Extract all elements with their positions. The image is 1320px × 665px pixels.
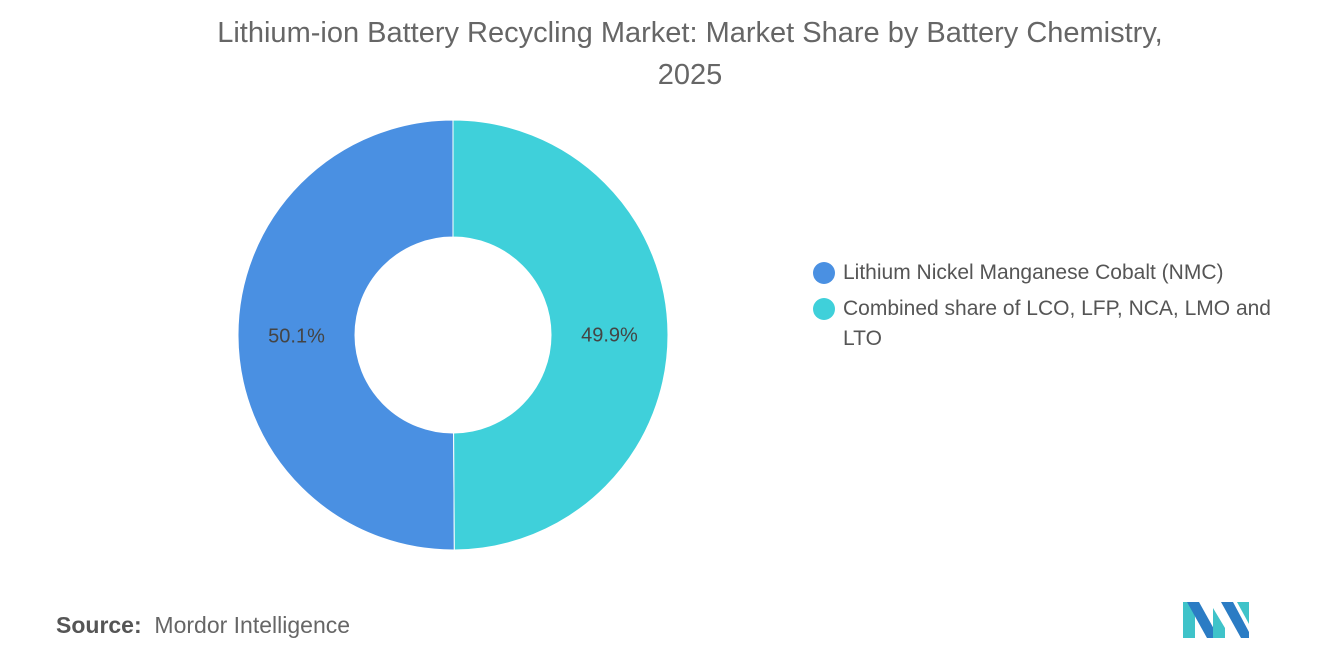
legend: Lithium Nickel Manganese Cobalt (NMC) Co…: [813, 258, 1313, 360]
data-label-slice-combined: 49.9%: [581, 325, 638, 347]
donut-chart: 50.1% 49.9%: [237, 119, 669, 551]
source-label: Source:: [56, 612, 142, 638]
slice-nmc[interactable]: [237, 119, 455, 551]
legend-item-combined[interactable]: Combined share of LCO, LFP, NCA, LMO and…: [813, 294, 1313, 354]
legend-label-nmc: Lithium Nickel Manganese Cobalt (NMC): [843, 261, 1224, 284]
legend-swatch-nmc: [813, 262, 835, 284]
legend-item-nmc[interactable]: Lithium Nickel Manganese Cobalt (NMC): [813, 258, 1313, 288]
title-line-2: 2025: [657, 59, 723, 91]
legend-swatch-combined: [813, 298, 835, 320]
title-line-1: Lithium-ion Battery Recycling Market: Ma…: [217, 17, 1163, 49]
chart-title: Lithium-ion Battery Recycling Market: Ma…: [0, 12, 1320, 96]
source-note: Source: Mordor Intelligence: [56, 612, 350, 639]
slice-combined[interactable]: [452, 119, 669, 551]
data-label-slice-nmc: 50.1%: [268, 325, 325, 347]
mordor-logo-icon: [1183, 602, 1249, 638]
source-text: Mordor Intelligence: [154, 612, 351, 638]
legend-label-combined: Combined share of LCO, LFP, NCA, LMO and…: [843, 297, 1271, 350]
